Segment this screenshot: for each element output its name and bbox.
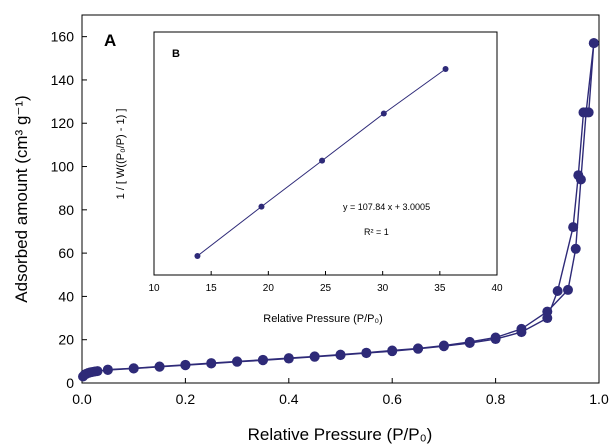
main-y-axis: 0 20 40 60 80 100 120 140 160 bbox=[51, 29, 87, 391]
desorption-point bbox=[257, 354, 268, 365]
desorption-point bbox=[575, 174, 586, 185]
main-plot-border bbox=[81, 14, 600, 384]
desorption-point bbox=[438, 340, 449, 351]
desorption-point bbox=[128, 363, 139, 374]
main-y-tick-label: 60 bbox=[58, 245, 74, 261]
adsorption-point bbox=[552, 286, 563, 296]
main-x-tick-label: 0.8 bbox=[486, 391, 506, 407]
main-x-tick-label: 0.2 bbox=[176, 391, 196, 407]
main-y-tick-label: 40 bbox=[58, 288, 74, 304]
inset-y-axis-title: 1 / [ W((P₀/P) - 1) ] bbox=[115, 109, 127, 200]
inset-x-tick-label: 15 bbox=[206, 283, 218, 294]
desorption-point bbox=[387, 345, 398, 356]
adsorption-point bbox=[92, 366, 103, 377]
desorption-point bbox=[516, 323, 527, 334]
main-plot-area bbox=[81, 14, 600, 384]
bet-point bbox=[194, 253, 201, 259]
main-y-tick-label: 20 bbox=[58, 332, 74, 348]
main-x-tick-label: 0.4 bbox=[279, 391, 299, 407]
inset-x-tick-label: 25 bbox=[320, 283, 332, 294]
inset-x-tick-label: 10 bbox=[148, 283, 160, 294]
panel-label-a: A bbox=[104, 31, 116, 50]
inset-x-tick-label: 20 bbox=[263, 283, 275, 294]
bet-point bbox=[258, 203, 265, 210]
adsorption-point bbox=[568, 222, 579, 233]
main-y-tick-label: 80 bbox=[58, 202, 74, 218]
desorption-point bbox=[102, 364, 113, 375]
inset-x-tick-label: 30 bbox=[377, 283, 389, 294]
desorption-point bbox=[283, 353, 294, 364]
r-squared: R² = 1 bbox=[364, 227, 389, 237]
desorption-point bbox=[206, 358, 217, 369]
inset-x-tick-label: 35 bbox=[434, 283, 446, 294]
desorption-point bbox=[309, 351, 320, 362]
main-series-group bbox=[78, 38, 599, 382]
desorption-point bbox=[413, 343, 424, 354]
desorption-point bbox=[232, 356, 243, 367]
main-x-tick-label: 0.0 bbox=[72, 391, 92, 407]
desorption-point bbox=[464, 336, 475, 347]
inset-x-axis: 10 15 20 25 30 35 40 bbox=[148, 271, 503, 294]
main-y-tick-label: 140 bbox=[51, 72, 75, 88]
bet-point bbox=[319, 157, 326, 164]
desorption-point bbox=[570, 243, 581, 254]
inset-x-tick-label: 40 bbox=[491, 283, 503, 294]
bet-point bbox=[442, 66, 449, 72]
main-x-axis-title: Relative Pressure (P/P₀) bbox=[248, 425, 433, 444]
main-x-tick-label: 0.6 bbox=[382, 391, 402, 407]
main-x-axis: 0.0 0.2 0.4 0.6 0.8 1.0 bbox=[72, 378, 609, 407]
desorption-point bbox=[180, 359, 191, 370]
inset-x-axis-title: Relative Pressure (P/P₀) bbox=[263, 313, 383, 325]
main-y-tick-label: 0 bbox=[66, 375, 74, 391]
main-x-tick-label: 1.0 bbox=[589, 391, 609, 407]
main-y-axis-title: Adsorbed amount (cm³ g⁻¹) bbox=[12, 95, 31, 302]
inset-series-group bbox=[194, 66, 449, 259]
fit-equation: y = 107.84 x + 3.0005 bbox=[343, 202, 430, 212]
main-y-tick-label: 120 bbox=[51, 115, 75, 131]
desorption-point bbox=[335, 349, 346, 360]
desorption-point bbox=[581, 107, 592, 118]
inset-plot-border bbox=[153, 31, 498, 276]
desorption-point bbox=[361, 347, 372, 358]
panel-label-b: B bbox=[172, 48, 180, 60]
bet-point bbox=[380, 110, 387, 117]
desorption-point bbox=[562, 284, 573, 295]
inset-plot-area bbox=[153, 31, 498, 276]
desorption-point bbox=[490, 332, 501, 343]
desorption-point bbox=[542, 306, 553, 317]
main-y-tick-label: 160 bbox=[51, 29, 75, 45]
desorption-point bbox=[588, 38, 599, 49]
desorption-point bbox=[154, 361, 165, 372]
main-y-tick-label: 100 bbox=[51, 159, 75, 175]
